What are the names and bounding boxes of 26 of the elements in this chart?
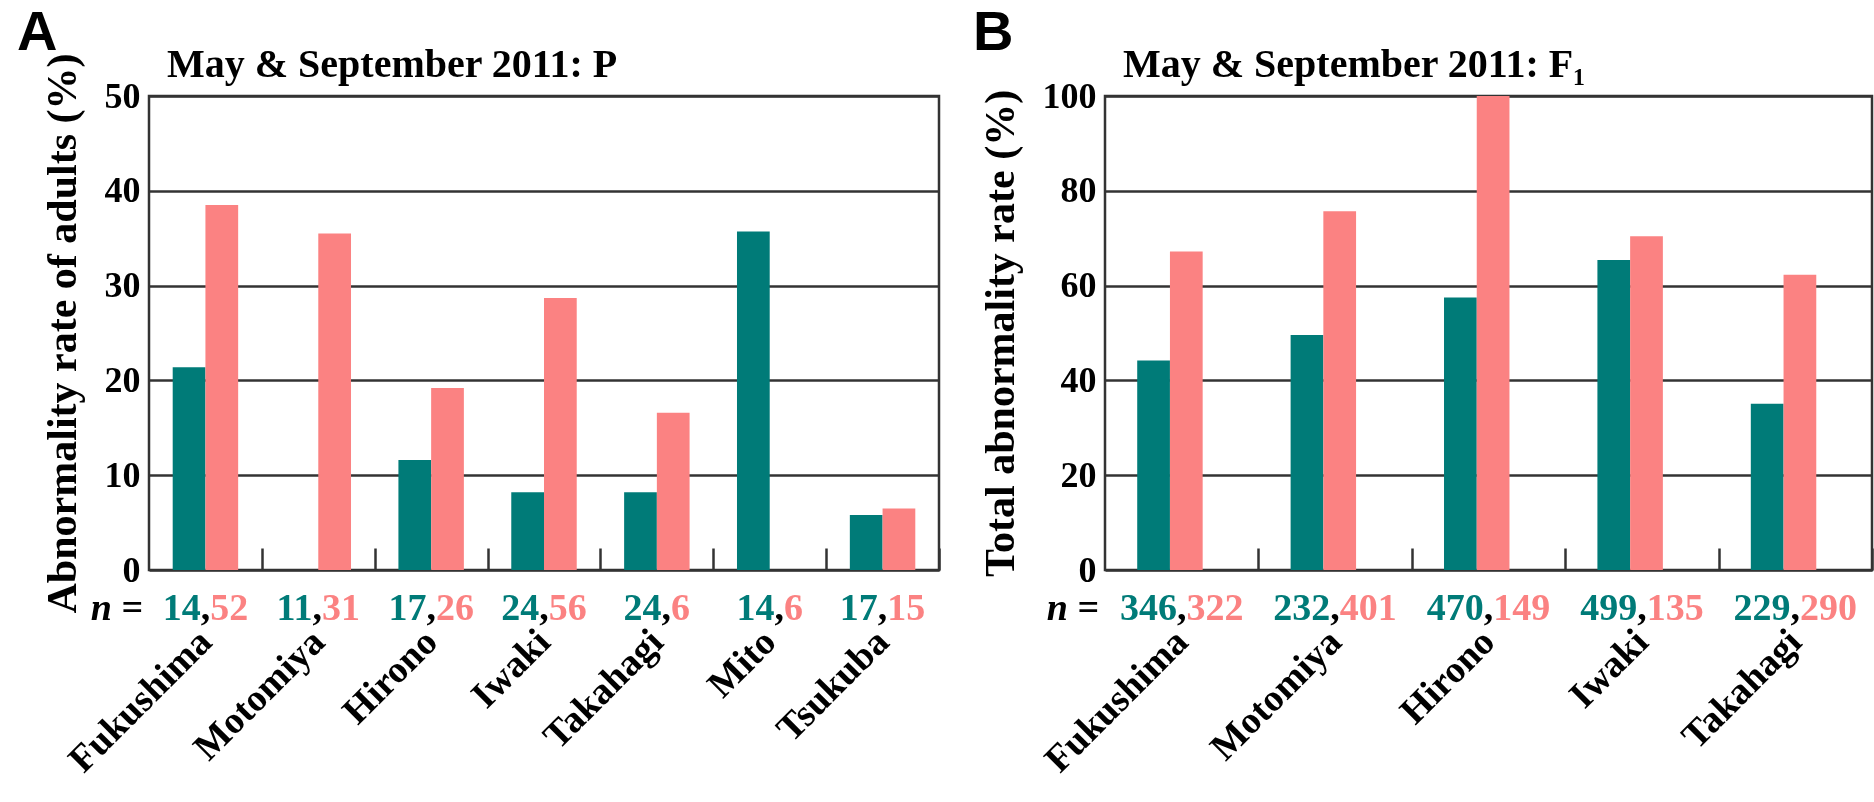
text: 346,322 [1119,586,1244,628]
y-tick-label: 20 [1060,454,1097,495]
text: B [973,0,1014,62]
y-tick-label: 40 [104,170,141,211]
chart-title: May & September 2011: F₁ [1123,41,1586,86]
text: 17,26 [388,586,474,628]
chart-title: May & September 2011: P [167,41,618,86]
text: 470,149 [1426,586,1551,628]
y-tick-label: 80 [1060,170,1097,211]
text: 229,290 [1733,586,1858,628]
y-tick-label: 60 [1060,265,1097,306]
y-tick-label: 40 [1060,359,1097,400]
text: 11,31 [276,586,360,628]
text: 14,52 [162,586,249,628]
y-tick-label: 10 [104,454,141,495]
y-axis-title: Total abnormality rate (%) [976,89,1024,578]
text: 14,6 [736,586,803,628]
y-tick-label: 100 [1042,75,1097,116]
text: 499,135 [1580,586,1704,628]
y-tick-label: 30 [104,265,141,306]
text: 17,15 [839,586,926,628]
text: 24,56 [501,586,587,628]
y-tick-label: 50 [104,75,141,116]
text: 24,6 [623,586,691,628]
text: 232,401 [1273,586,1397,628]
y-tick-label: 20 [104,359,141,400]
